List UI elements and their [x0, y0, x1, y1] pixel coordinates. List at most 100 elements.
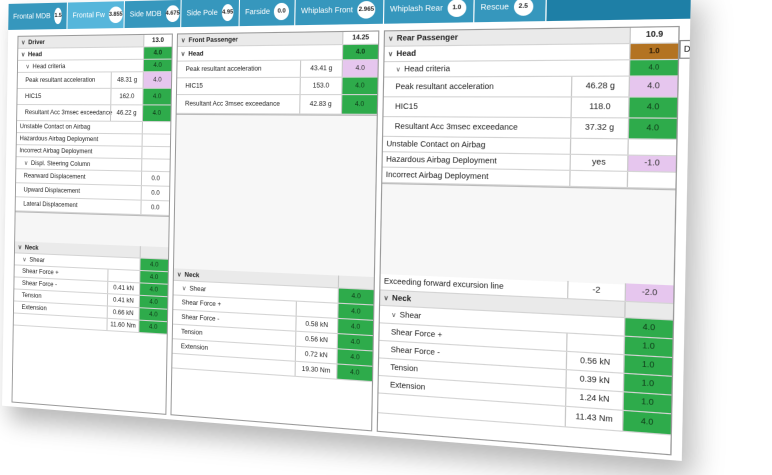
chevron-down-icon[interactable]: ∨	[25, 63, 30, 70]
criterion-score: 4.0	[138, 295, 168, 309]
criterion-label: Hazardous Airbag Deployment	[19, 135, 99, 143]
rear-passenger-panel: ∨ Rear Passenger 10.9 ∨ Head 1.0 ∨ Head cri…	[376, 25, 680, 456]
tab-rescue[interactable]: Rescue 2.5	[474, 0, 547, 23]
tab-frontal-fw[interactable]: Frontal Fw 3.855	[67, 1, 125, 29]
criterion-value: 118.0	[570, 97, 629, 118]
criterion-label: Resultant Acc 3msec exceedance	[394, 122, 518, 132]
chevron-down-icon[interactable]: ∨	[391, 311, 397, 319]
criterion-label: Exceeding forward excursion line	[383, 277, 504, 291]
criterion-value: 0.56 kN	[565, 351, 624, 373]
tab-whiplash-rear[interactable]: Whiplash Rear 1.0	[384, 0, 475, 24]
rear-head-criteria-row[interactable]: ∨ Head criteria 4.0	[384, 60, 678, 78]
criterion-score	[627, 139, 677, 156]
criterion-value: 0.39 kN	[565, 370, 624, 392]
criterion-score: 1.0	[622, 392, 672, 414]
chevron-down-icon[interactable]: ∨	[20, 51, 26, 58]
criterion-score	[141, 159, 170, 172]
tab-label: Frontal MDB	[13, 12, 51, 21]
tab-label: Frontal Fw	[72, 11, 105, 20]
front-head-score: 4.0	[341, 44, 379, 60]
panel-spacer	[380, 182, 676, 287]
front-title: Front Passenger	[188, 36, 239, 44]
details-button[interactable]: D	[679, 39, 691, 59]
tab-side-pole[interactable]: Side Pole 4.95	[181, 0, 241, 28]
criterion-label: Shear Force -	[181, 314, 220, 323]
criterion-value: 19.30 Nm	[294, 361, 337, 379]
criterion-score: 4.0	[628, 97, 678, 118]
criterion-value: 37.32 g	[570, 118, 629, 139]
driver-panel: ∨ Driver 13.0 ∨ Head 4.0 ∨ Head criteria 4.…	[11, 33, 173, 415]
criterion-value: 0.41 kN	[106, 294, 140, 308]
front-head-title: Head	[188, 50, 204, 58]
tab-label: Rescue	[480, 3, 509, 12]
criterion-label: HIC15	[185, 82, 203, 90]
driver-neck-score-cell	[139, 246, 169, 259]
criterion-label: Extension	[180, 343, 209, 352]
front-head-row[interactable]: ∨ Head 4.0	[177, 44, 379, 62]
app-window: Frontal MDB 1.5 Frontal Fw 3.855 Side MDB 4…	[2, 0, 691, 461]
criterion-label: Shear Force +	[22, 268, 59, 276]
chevron-down-icon[interactable]: ∨	[21, 39, 26, 46]
chevron-down-icon[interactable]: ∨	[23, 160, 29, 167]
tab-frontal-mdb[interactable]: Frontal MDB 1.5	[8, 2, 68, 30]
criterion-label: Shear Force -	[390, 345, 440, 357]
tabbar-filler	[546, 0, 691, 22]
tab-score-badge: 3.855	[108, 6, 123, 24]
criterion-label: Tension	[21, 292, 42, 300]
table-row: HIC15 118.0 4.0	[383, 97, 678, 119]
driver-head-criteria-title: Head criteria	[32, 63, 66, 70]
criterion-label: Tension	[390, 363, 419, 374]
table-row: Peak resultant acceleration 46.28 g 4.0	[383, 76, 678, 98]
tab-score-badge: 1.0	[447, 0, 467, 18]
criterion-value: 48.31 g	[110, 72, 143, 88]
tab-label: Side MDB	[129, 10, 162, 19]
chevron-down-icon[interactable]: ∨	[176, 271, 182, 279]
front-shear-title: Shear	[189, 285, 207, 293]
criterion-value: -2	[567, 280, 625, 301]
criterion-score: -2.0	[624, 283, 674, 304]
table-row: Peak resultant acceleration 43.41 g 4.0	[177, 60, 378, 79]
criterion-score: 4.0	[628, 76, 678, 97]
rear-neck-score-cell	[624, 301, 674, 320]
chevron-down-icon[interactable]: ∨	[180, 51, 186, 58]
criterion-label: Resultant Acc 3msec exceedance	[184, 100, 280, 108]
table-row: HIC15 153.0 4.0	[176, 77, 378, 96]
criterion-score	[141, 121, 171, 134]
tab-whiplash-front[interactable]: Whiplash Front 2.965	[295, 0, 385, 26]
chevron-down-icon[interactable]: ∨	[395, 66, 401, 74]
tab-score-badge: 1.5	[54, 7, 62, 25]
chevron-down-icon[interactable]: ∨	[22, 256, 27, 263]
steering-title: Displ. Steering Column	[30, 160, 91, 168]
chevron-down-icon[interactable]: ∨	[17, 244, 23, 251]
chevron-down-icon[interactable]: ∨	[383, 295, 389, 302]
front-shear-score: 4.0	[337, 288, 374, 305]
table-row: Resultant Acc 3msec exceedance 42.83 g 4…	[176, 95, 378, 115]
tab-score-badge: 4.675	[165, 5, 180, 23]
chevron-down-icon[interactable]: ∨	[387, 51, 394, 58]
criterion-label: Hazardous Airbag Deployment	[386, 155, 497, 166]
rear-shear-title: Shear	[399, 311, 422, 321]
tab-score-badge: 0.0	[274, 2, 290, 21]
chevron-down-icon[interactable]: ∨	[180, 37, 186, 44]
tab-side-mdb[interactable]: Side MDB 4.675	[124, 0, 182, 29]
criterion-score: 0.0	[140, 171, 170, 186]
criterion-value: 11.43 Nm	[564, 406, 623, 431]
rear-head-score: 1.0	[629, 43, 679, 60]
tab-farside[interactable]: Farside 0.0	[239, 0, 296, 27]
criterion-value: 11.60 Nm	[106, 318, 139, 332]
criterion-value: 153.0	[299, 77, 342, 95]
driver-total-score: 13.0	[143, 34, 172, 47]
driver-head-criteria-row[interactable]: ∨ Head criteria 4.0	[17, 59, 172, 73]
chevron-down-icon[interactable]: ∨	[388, 35, 394, 43]
criterion-score: 4.0	[627, 118, 677, 139]
rear-shear-score: 4.0	[623, 318, 673, 339]
criterion-score: 4.0	[341, 77, 378, 95]
criterion-value: 46.22 g	[110, 105, 143, 121]
chevron-down-icon[interactable]: ∨	[181, 285, 187, 292]
criterion-value: yes	[569, 154, 628, 171]
tab-label: Side Pole	[186, 9, 218, 18]
criterion-score	[141, 146, 170, 159]
table-row: HIC15 162.0 4.0	[17, 88, 171, 106]
criterion-label: Incorrect Airbag Deployment	[385, 170, 489, 181]
criterion-score: 4.0	[340, 95, 378, 114]
